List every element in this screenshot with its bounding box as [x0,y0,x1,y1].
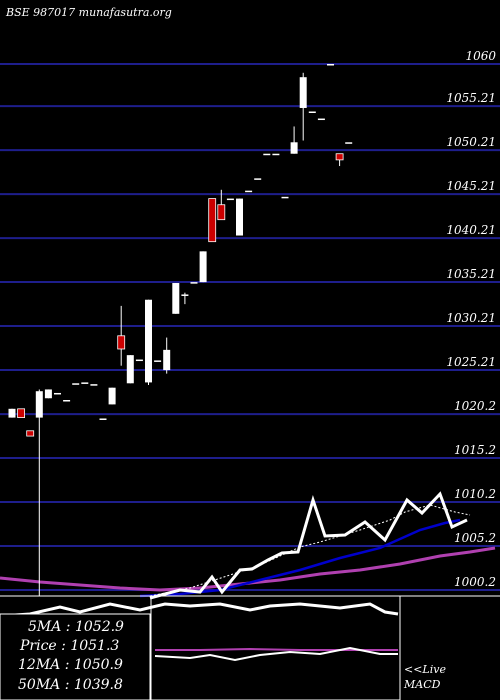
candle-body [145,299,152,383]
candle-body [72,383,80,385]
candle-body [199,251,207,283]
candle-body [281,196,289,199]
legend-panel [0,613,151,700]
candle-body [81,382,89,384]
legend-price: Price : 1051.3 [19,638,119,654]
candle-body [190,282,198,284]
y-tick-label: 1015.2 [454,443,496,457]
candle-body [99,418,107,420]
y-tick-label: 1030.21 [446,311,496,325]
macd-line [0,602,399,618]
ma-long-line [0,546,496,592]
candle-body [254,178,262,180]
y-tick-label: 1045.21 [446,179,496,193]
candle-body [135,359,143,362]
macd-label-macd: MACD [403,678,441,691]
price-close-line [149,491,468,600]
ema-fast-line [149,504,471,597]
candle-body [272,153,280,156]
candle-body [26,430,35,437]
candle-body [345,142,353,144]
candle-body [108,387,116,405]
y-tick-label: 1050.21 [446,135,496,149]
candle-body [317,118,325,121]
legend-12ma: 12MA : 1050.9 [18,657,123,673]
candle-body [236,198,243,236]
legend-5ma: 5MA : 1052.9 [28,619,124,635]
candle-body [181,294,189,296]
candle-body [299,77,307,108]
candle-body [226,198,234,201]
candle-body [154,360,162,362]
candle-body [90,384,98,386]
candle-body [35,391,43,418]
candle-body [172,283,180,314]
candle-body [117,335,126,350]
y-tick-label: 1010.2 [454,487,496,501]
candle-body [217,204,226,221]
candle-body [126,355,134,384]
candle-body [263,153,271,156]
candle-body [63,400,71,402]
y-tick-label: 1040.21 [446,223,496,237]
candle-body [308,111,316,113]
ema-slow-line [139,518,461,598]
y-tick-label: 1060 [465,49,496,63]
candle-body [54,392,61,395]
y-tick-label: 1020.2 [454,399,496,413]
macd-label-live: <<Live [404,663,446,676]
candle-body [17,408,26,418]
y-tick-label: 1005.2 [454,531,496,545]
macd-box [150,595,401,700]
candle-body [163,349,171,371]
candle-body [290,142,298,154]
candle-body [335,153,344,161]
candle-body [44,389,52,399]
watermark-text: BSE 987017 munafasutra.org [5,6,172,19]
candle-body [208,198,217,243]
y-tick-label: 1025.21 [446,355,496,369]
y-tick-label: 1000.2 [454,575,496,589]
macd-histogram-line [154,646,398,662]
y-tick-label: 1055.21 [446,91,496,105]
candle-body [327,64,334,66]
legend-50ma: 50MA : 1039.8 [18,677,123,693]
candle-body [245,190,253,193]
y-tick-label: 1035.21 [446,267,496,281]
candle-body [8,408,16,418]
